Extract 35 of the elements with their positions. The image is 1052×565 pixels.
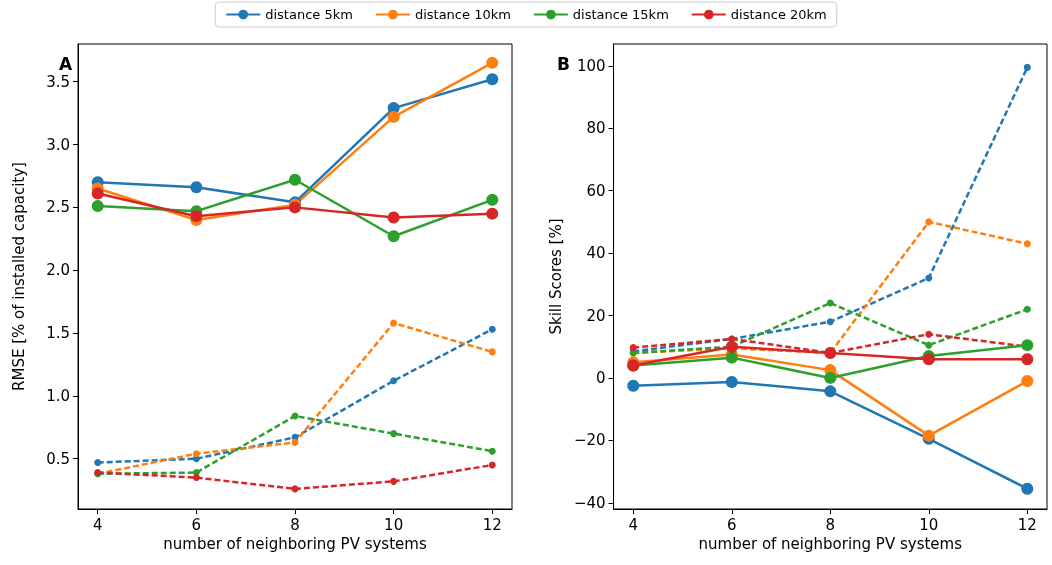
y-tick-label: −20 (573, 431, 606, 450)
y-tick-label: −40 (573, 493, 606, 512)
y-tick-label: 3.5 (46, 72, 70, 91)
y-tick-label: 60 (586, 181, 606, 200)
y-tick-label: 40 (586, 244, 606, 263)
legend-label: distance 20km (730, 7, 827, 22)
x-tick-label: 12 (1017, 515, 1037, 534)
y-tick-label: 1.0 (46, 386, 70, 405)
text: A (59, 53, 73, 74)
y-tick-label: 3.0 (46, 135, 70, 154)
y-axis-title: RMSE [% of installed capacity] (9, 162, 28, 391)
y-tick-label: 1.5 (46, 324, 70, 343)
x-tick-label: 8 (290, 515, 300, 534)
legend-label: distance 10km (414, 7, 511, 22)
y-tick-label: 2.0 (46, 261, 70, 280)
x-axis-title: number of neighboring PV systems (163, 535, 427, 554)
y-axis-title: Skill Scores [%] (546, 218, 565, 335)
y-tick-label: 0.5 (46, 449, 70, 468)
x-tick-label: 4 (92, 515, 103, 534)
x-tick-label: 10 (384, 515, 404, 534)
y-tick-label: 0 (596, 368, 606, 387)
y-tick-label: 20 (586, 306, 606, 325)
text: B (557, 53, 570, 74)
y-tick-label: 100 (576, 56, 606, 75)
y-tick-label: 2.5 (46, 198, 70, 217)
x-axis-title: number of neighboring PV systems (698, 535, 963, 554)
x-tick-label: 12 (482, 515, 502, 534)
x-tick-label: 6 (191, 515, 202, 534)
x-tick-label: 8 (825, 515, 836, 534)
x-tick-label: 4 (628, 515, 639, 534)
legend-label: distance 5km (265, 7, 353, 22)
x-tick-label: 6 (726, 515, 737, 534)
x-tick-label: 10 (919, 515, 939, 534)
y-tick-label: 80 (586, 119, 606, 138)
legend-label: distance 15km (572, 7, 669, 22)
